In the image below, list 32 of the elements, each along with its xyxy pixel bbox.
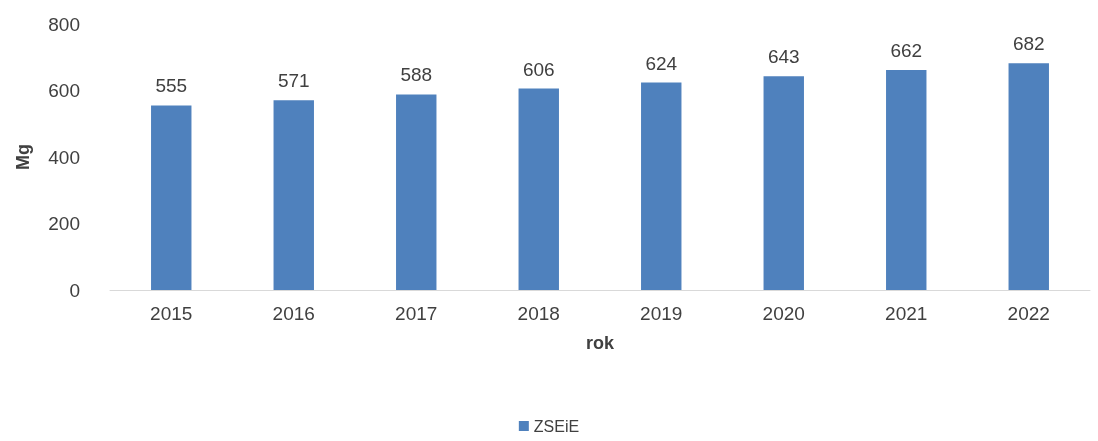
y-axis-title: Mg — [13, 144, 33, 170]
data-label: 662 — [890, 39, 923, 61]
bar — [641, 82, 682, 290]
data-label: 571 — [277, 70, 310, 92]
bar — [396, 94, 437, 290]
bar — [518, 88, 559, 290]
data-label: 588 — [400, 64, 433, 86]
x-tick-label: 2022 — [1007, 303, 1050, 324]
y-tick-label: 800 — [48, 13, 80, 35]
x-tick-label: 2019 — [640, 303, 683, 324]
bar — [151, 105, 192, 290]
y-tick-label: 200 — [48, 213, 80, 234]
data-label: 643 — [767, 46, 800, 68]
bar — [273, 100, 314, 290]
data-label: 555 — [155, 75, 188, 97]
x-tick-label: 2017 — [395, 303, 438, 324]
data-label: 606 — [522, 58, 555, 80]
y-tick-label: 400 — [48, 146, 80, 168]
x-tick-label: 2015 — [150, 303, 193, 324]
y-tick-label: 0 — [69, 279, 80, 301]
data-label: 682 — [1012, 33, 1045, 55]
x-tick-label: 2016 — [272, 303, 315, 324]
x-tick-label: 2021 — [885, 303, 928, 324]
bar — [763, 76, 804, 290]
bar — [886, 69, 927, 290]
x-axis-title: rok — [585, 333, 615, 353]
data-label: 624 — [645, 52, 678, 74]
bar — [1008, 63, 1049, 290]
x-tick-label: 2020 — [762, 303, 805, 324]
y-tick-label: 600 — [48, 80, 80, 101]
x-tick-label: 2018 — [517, 303, 560, 324]
legend-label: ZSEiE — [533, 417, 580, 435]
